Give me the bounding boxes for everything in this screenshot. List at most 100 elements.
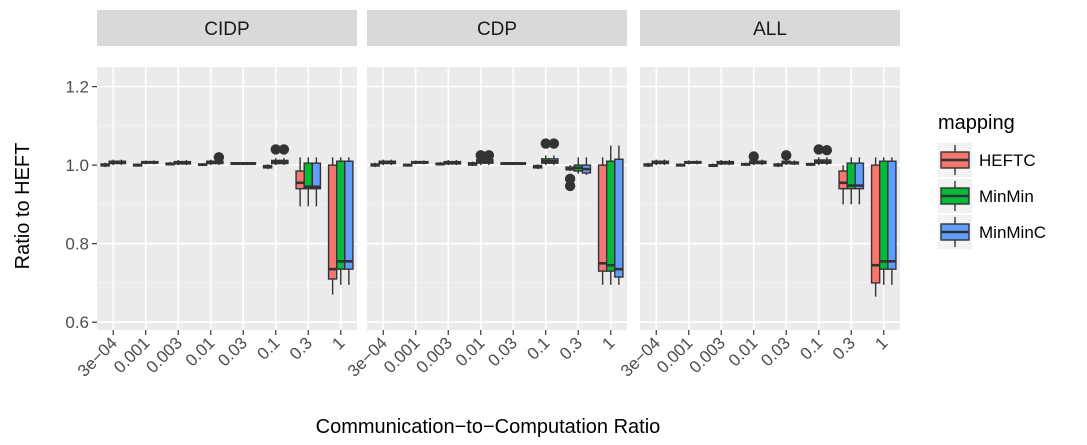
panel-background	[97, 67, 357, 330]
box-minminc-0-1	[821, 145, 833, 166]
panel-background	[367, 67, 627, 330]
box-minmin-0-03	[238, 161, 249, 166]
box-body	[887, 160, 897, 270]
box-heftc-0-003	[435, 161, 445, 166]
legend-label: HEFTC	[979, 151, 1036, 170]
box-minminc-0-3	[581, 157, 592, 175]
y-tick-label: 0.8	[65, 235, 89, 254]
box-heftc-0-03	[230, 161, 240, 166]
outlier-point	[748, 151, 759, 162]
outlier-point	[564, 173, 576, 185]
box-minminc-0-03	[516, 161, 527, 166]
facet-strip-label: CDP	[477, 19, 517, 40]
legend-label: MinMinC	[979, 223, 1046, 242]
box-minminc-3e-04	[659, 159, 670, 166]
box-minminc-0-03	[246, 161, 257, 166]
box-heftc-0-003	[708, 163, 718, 168]
box-heftc-0-1	[805, 162, 816, 166]
box-heftc-0-03	[773, 162, 783, 168]
box-heftc-0-001	[402, 163, 413, 167]
box-body	[327, 164, 338, 280]
box-heftc-1	[870, 157, 881, 297]
box-minmin-1	[878, 157, 889, 285]
outlier-point	[540, 138, 551, 149]
outlier-point	[781, 150, 792, 161]
box-body	[344, 160, 354, 270]
legend-item-minminc: MinMinC	[938, 215, 1046, 249]
outlier-point	[270, 144, 281, 155]
box-heftc-0-01	[197, 163, 208, 167]
box-heftc-0-1	[262, 164, 273, 170]
y-axis-label: Ratio to HEFT	[12, 143, 34, 270]
box-minminc-0-01	[213, 152, 225, 166]
box-minminc-0-1	[548, 138, 560, 166]
box-minminc-0-01	[483, 150, 495, 166]
box-minmin-0-03	[781, 150, 792, 166]
box-body	[295, 170, 305, 190]
y-tick-label: 1.0	[65, 156, 89, 175]
box-body	[838, 170, 848, 190]
x-axis-label: Communication−to−Computation Ratio	[316, 416, 661, 438]
facet-strip	[640, 10, 900, 46]
box-minminc-0-3	[854, 157, 865, 205]
box-body	[878, 160, 889, 270]
box-minminc-1	[614, 145, 624, 285]
box-heftc-0-01	[740, 162, 751, 166]
box-heftc-3e-04	[643, 162, 653, 168]
box-minminc-0-001	[419, 160, 429, 165]
box-heftc-0-1	[532, 164, 543, 170]
legend-label: MinMin	[979, 187, 1034, 206]
box-heftc-3e-04	[100, 162, 110, 168]
box-minminc-3e-04	[386, 159, 397, 166]
box-minminc-0-003	[724, 160, 735, 166]
legend: mapping HEFTC MinMin MinMinC	[938, 112, 1046, 249]
box-body	[605, 160, 616, 272]
box-minmin-0-01	[475, 150, 486, 166]
box-minminc-1	[344, 157, 354, 285]
box-minminc-0-001	[149, 160, 159, 165]
y-tick-label: 0.6	[65, 313, 89, 332]
box-body	[597, 164, 608, 272]
box-minminc-0-003	[181, 160, 192, 166]
box-heftc-1	[597, 157, 608, 285]
outlier-point	[821, 145, 833, 156]
box-minmin-1	[335, 157, 346, 285]
box-minmin-0-03	[508, 161, 519, 166]
box-heftc-0-3	[564, 165, 576, 192]
box-minmin-1	[605, 145, 616, 285]
box-minminc-0-003	[451, 160, 462, 166]
box-body	[335, 160, 346, 270]
y-axis: 0.6 0.8 1.0 1.2	[65, 78, 97, 332]
box-body	[303, 162, 314, 190]
legend-title: mapping	[938, 112, 1015, 134]
legend-keys: HEFTC MinMin MinMinC	[938, 143, 1046, 249]
facet-strip-label: ALL	[753, 19, 787, 40]
outlier-point	[813, 144, 824, 155]
outlier-point	[213, 152, 225, 163]
box-minminc-3e-04	[116, 159, 127, 166]
box-minmin-0-001	[140, 160, 151, 165]
box-heftc-3e-04	[370, 162, 380, 168]
box-minmin-0-001	[410, 160, 421, 165]
box-minminc-0-001	[692, 160, 702, 165]
outlier-point	[475, 150, 486, 161]
box-minminc-0-1	[278, 144, 290, 166]
box-minmin-0-3	[303, 157, 314, 207]
box-heftc-0-001	[675, 163, 686, 167]
box-minminc-0-01	[757, 159, 767, 166]
box-heftc-1	[327, 157, 338, 295]
box-minmin-0-003	[716, 160, 727, 166]
box-minminc-1	[887, 157, 897, 285]
box-minminc-0-3	[311, 157, 322, 207]
facet-strip-label: CIDP	[204, 19, 249, 40]
panel-background	[640, 67, 900, 330]
outlier-point	[548, 138, 560, 149]
box-heftc-0-01	[467, 161, 478, 166]
y-tick-label: 1.2	[65, 78, 89, 97]
outlier-point	[483, 150, 495, 161]
box-body	[854, 162, 865, 190]
